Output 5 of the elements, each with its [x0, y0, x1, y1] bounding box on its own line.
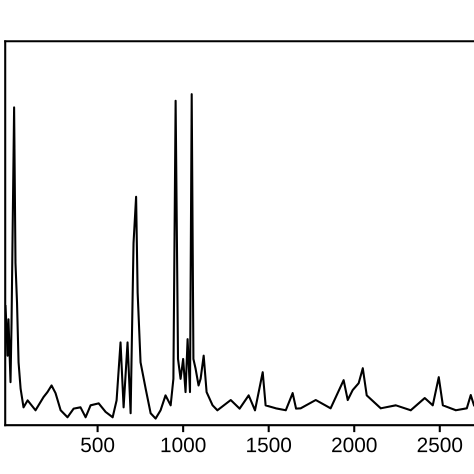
- x-tick-label: 1500: [247, 438, 292, 452]
- x-tick-label: 1000: [162, 438, 206, 452]
- x-tick-label: 2000: [332, 438, 377, 452]
- x-tick-label: 500: [81, 438, 114, 452]
- x-tick-label: 2500: [418, 438, 462, 452]
